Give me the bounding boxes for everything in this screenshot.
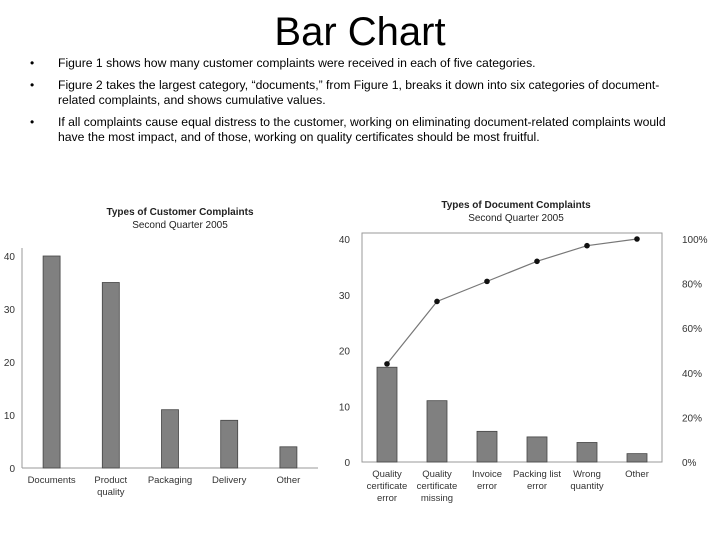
bar xyxy=(376,366,398,463)
bar xyxy=(426,400,448,463)
x-tick-label: Other xyxy=(277,475,301,486)
chart-subtitle: Second Quarter 2005 xyxy=(468,213,564,224)
bar xyxy=(42,255,61,469)
bullet-item: • Figure 2 takes the largest category, “d… xyxy=(28,78,688,108)
cumulative-point xyxy=(534,258,540,265)
x-tick-label: Quality xyxy=(372,469,402,480)
x-tick-label: Quality xyxy=(422,469,452,480)
slide-title: Bar Chart xyxy=(274,10,446,54)
y-tick-label: 0 xyxy=(344,458,350,469)
x-tick-label: Wrong xyxy=(573,469,601,480)
y-tick-label: 0 xyxy=(9,464,15,475)
x-tick-label: error xyxy=(377,493,397,504)
bar xyxy=(161,409,179,469)
bullet-list: • Figure 1 shows how many customer compla… xyxy=(28,56,688,152)
bullet-text: If all complaints cause equal distress t… xyxy=(58,115,666,144)
bar xyxy=(220,419,239,469)
y2-tick-label: 100% xyxy=(682,235,708,246)
bullet-text: Figure 2 takes the largest category, “do… xyxy=(58,78,660,107)
y-tick-label: 40 xyxy=(4,252,16,263)
bar xyxy=(101,282,120,469)
y2-tick-label: 0% xyxy=(682,458,697,469)
bar xyxy=(279,446,298,469)
plot-frame xyxy=(361,232,663,463)
bullet-dot: • xyxy=(30,78,35,92)
chart-title: Types of Customer Complaints xyxy=(106,207,253,218)
x-tick-label: error xyxy=(477,481,497,492)
y-tick-label: 10 xyxy=(339,402,351,413)
customer-complaints-chart: Types of Customer Complaints Second Quart… xyxy=(4,207,318,498)
bar xyxy=(626,453,648,463)
y2-tick-label: 40% xyxy=(682,369,702,380)
x-tick-label: Product xyxy=(94,475,127,486)
x-tick-label: Packaging xyxy=(148,475,192,486)
cumulative-point xyxy=(584,242,590,249)
x-tick-label: quality xyxy=(97,487,125,498)
cumulative-point xyxy=(484,278,490,285)
cumulative-line xyxy=(386,238,638,365)
bullet-item: • Figure 1 shows how many customer compla… xyxy=(28,56,688,71)
x-tick-label: certificate xyxy=(367,481,408,492)
y-tick-label: 30 xyxy=(339,291,351,302)
y2-tick-label: 20% xyxy=(682,413,702,424)
y-tick-label: 10 xyxy=(4,411,16,422)
chart-title: Types of Document Complaints xyxy=(441,200,591,211)
y2-tick-label: 80% xyxy=(682,280,702,291)
cumulative-point xyxy=(634,236,640,242)
bullet-text: Figure 1 shows how many customer complai… xyxy=(58,56,536,70)
y-tick-label: 30 xyxy=(4,305,16,316)
x-tick-label: quantity xyxy=(570,481,604,492)
bullet-dot: • xyxy=(30,56,35,70)
y2-tick-label: 60% xyxy=(682,324,702,335)
x-tick-label: error xyxy=(527,481,547,492)
x-tick-label: Other xyxy=(625,469,649,480)
y-tick-label: 40 xyxy=(339,235,351,246)
x-tick-label: certificate xyxy=(417,481,458,492)
bar xyxy=(476,430,498,463)
x-tick-label: Delivery xyxy=(212,475,247,486)
bar xyxy=(526,436,548,463)
x-tick-label: Invoice xyxy=(472,469,502,480)
cumulative-point xyxy=(384,361,390,367)
cumulative-point xyxy=(434,298,440,305)
x-tick-label: missing xyxy=(421,493,453,504)
y-tick-label: 20 xyxy=(4,358,16,369)
bullet-dot: • xyxy=(30,115,35,129)
x-tick-label: Documents xyxy=(28,475,76,486)
chart-subtitle: Second Quarter 2005 xyxy=(132,220,228,231)
y-tick-label: 20 xyxy=(339,347,351,358)
bar xyxy=(576,442,598,463)
bullet-item: • If all complaints cause equal distress … xyxy=(28,115,688,145)
x-tick-label: Packing list xyxy=(513,469,561,480)
